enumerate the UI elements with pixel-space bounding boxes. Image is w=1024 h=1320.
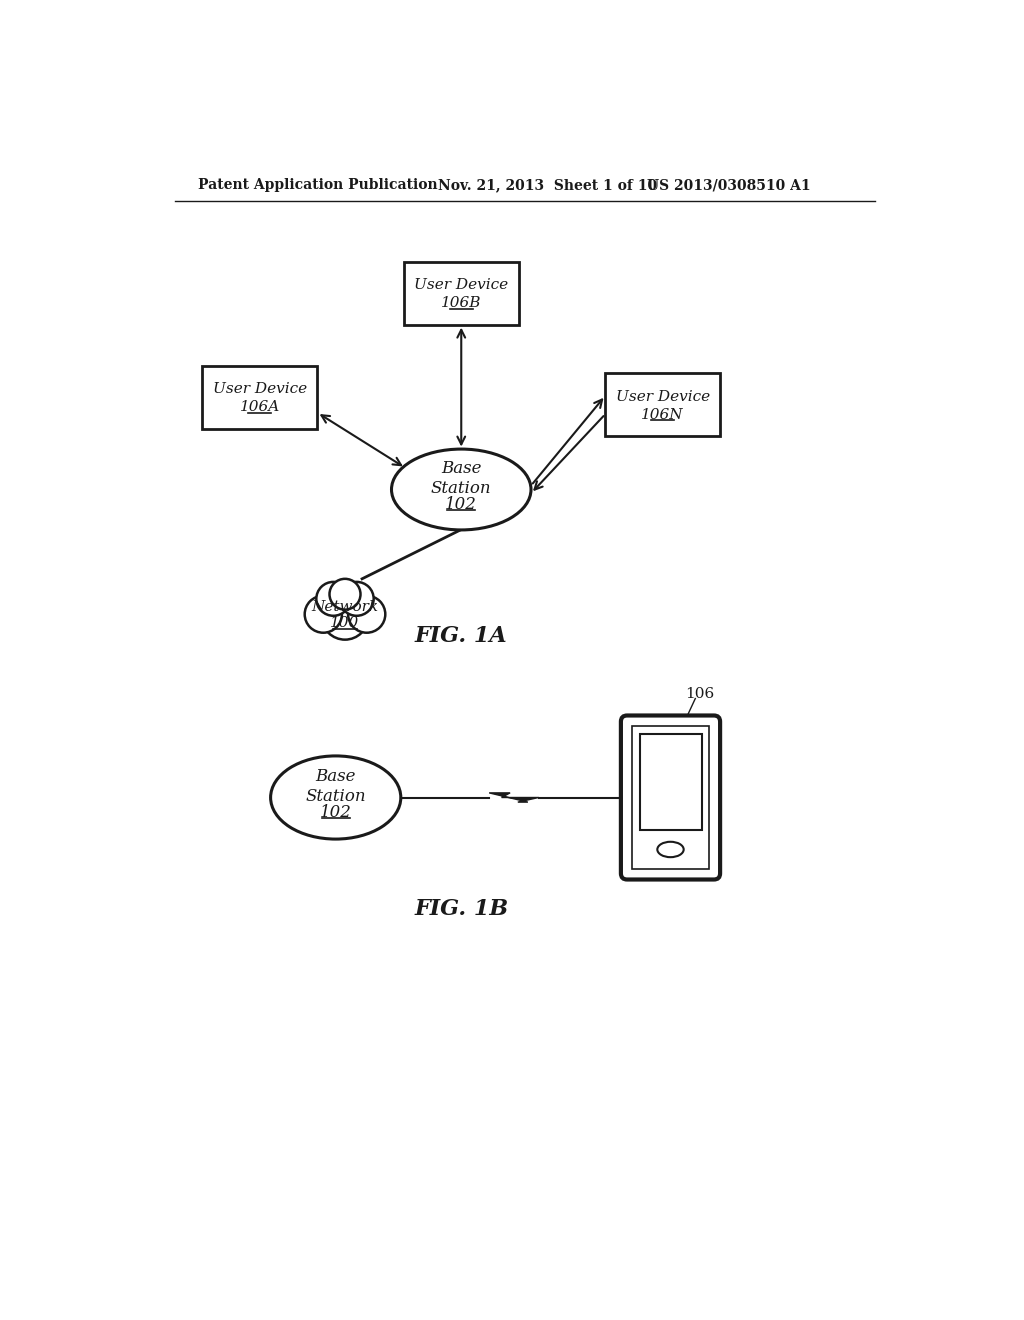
- Text: 106: 106: [685, 686, 715, 701]
- FancyBboxPatch shape: [640, 734, 701, 830]
- Text: 102: 102: [445, 496, 477, 513]
- Circle shape: [330, 578, 360, 610]
- Text: FIG. 1A: FIG. 1A: [415, 624, 508, 647]
- Circle shape: [348, 595, 385, 632]
- Text: 100: 100: [331, 616, 359, 631]
- Text: Network: Network: [311, 599, 379, 614]
- Text: Base
Station: Base Station: [431, 461, 492, 498]
- Text: User Device: User Device: [615, 391, 710, 404]
- Text: US 2013/0308510 A1: US 2013/0308510 A1: [647, 178, 811, 193]
- Text: 106B: 106B: [441, 296, 481, 310]
- FancyBboxPatch shape: [203, 366, 317, 429]
- Ellipse shape: [657, 842, 684, 857]
- Ellipse shape: [391, 449, 531, 529]
- Text: User Device: User Device: [213, 383, 307, 396]
- Text: 102: 102: [319, 804, 351, 821]
- Text: FIG. 1B: FIG. 1B: [414, 898, 508, 920]
- Text: Patent Application Publication: Patent Application Publication: [198, 178, 437, 193]
- FancyBboxPatch shape: [403, 261, 518, 325]
- Circle shape: [305, 595, 342, 632]
- Text: 106A: 106A: [240, 400, 280, 414]
- Polygon shape: [489, 793, 539, 803]
- Text: Base
Station: Base Station: [305, 768, 366, 805]
- Circle shape: [340, 582, 374, 616]
- Circle shape: [322, 594, 369, 640]
- Text: Nov. 21, 2013  Sheet 1 of 10: Nov. 21, 2013 Sheet 1 of 10: [438, 178, 657, 193]
- Text: 106N: 106N: [641, 408, 684, 422]
- Text: User Device: User Device: [414, 279, 508, 293]
- FancyBboxPatch shape: [621, 715, 720, 879]
- Circle shape: [316, 582, 350, 616]
- FancyBboxPatch shape: [605, 374, 720, 437]
- Ellipse shape: [270, 756, 400, 840]
